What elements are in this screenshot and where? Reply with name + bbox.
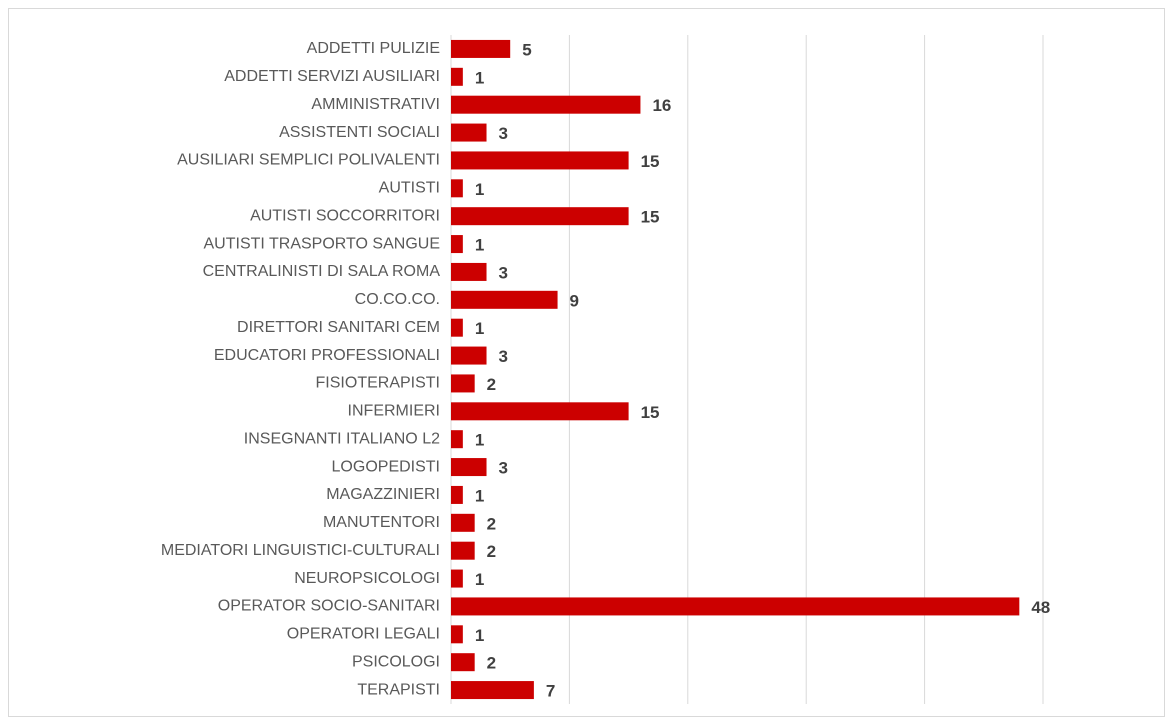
y-tick-label: AUTISTI SOCCORRITORI [250, 207, 440, 224]
bar [451, 458, 487, 477]
bar [451, 290, 558, 309]
data-label: 1 [475, 431, 484, 450]
data-label: 1 [475, 486, 484, 505]
bar [451, 67, 463, 86]
data-label: 15 [641, 152, 660, 171]
data-label: 1 [475, 180, 484, 199]
data-label: 2 [487, 654, 496, 673]
bar [451, 179, 463, 198]
bar [451, 39, 511, 58]
y-tick-label: ADDETTI PULIZIE [307, 40, 440, 57]
bar [451, 625, 463, 644]
data-label: 2 [487, 542, 496, 561]
y-tick-label: AMMINISTRATIVI [311, 96, 440, 113]
bar [451, 541, 475, 560]
bar [451, 402, 629, 421]
data-label: 1 [475, 319, 484, 338]
y-tick-label: NEUROPSICOLOGI [294, 570, 440, 587]
y-tick-label: EDUCATORI PROFESSIONALI [214, 347, 440, 364]
data-label: 2 [487, 514, 496, 533]
y-tick-label: AUSILIARI SEMPLICI POLIVALENTI [177, 152, 440, 169]
bar [451, 597, 1020, 616]
bar [451, 569, 463, 588]
data-label: 15 [641, 403, 660, 422]
bar [451, 207, 629, 226]
data-label: 1 [475, 626, 484, 645]
y-tick-label: CENTRALINISTI DI SALA ROMA [203, 263, 441, 280]
bar [451, 318, 463, 337]
data-label: 9 [570, 291, 579, 310]
y-tick-label: ADDETTI SERVIZI AUSILIARI [224, 68, 440, 85]
y-tick-label: OPERATORI LEGALI [287, 626, 440, 643]
data-label: 15 [641, 208, 660, 227]
bar [451, 151, 629, 170]
y-tick-label: LOGOPEDISTI [332, 458, 440, 475]
data-label: 2 [487, 375, 496, 394]
y-tick-label: AUTISTI [379, 180, 440, 197]
bar [451, 235, 463, 254]
chart-frame [8, 8, 1165, 717]
bar [451, 262, 487, 281]
bar [451, 430, 463, 449]
data-label: 16 [652, 96, 671, 115]
data-label: 5 [522, 40, 531, 59]
bar [451, 485, 463, 504]
bar [451, 513, 475, 532]
y-tick-label: TERAPISTI [357, 681, 440, 698]
bar [451, 346, 487, 365]
y-tick-label: INFERMIERI [348, 403, 440, 420]
bar [451, 123, 487, 142]
data-label: 3 [499, 459, 508, 478]
data-label: 1 [475, 68, 484, 87]
bar [451, 653, 475, 672]
y-tick-label: DIRETTORI SANITARI CEM [237, 319, 440, 336]
y-tick-label: MANUTENTORI [323, 514, 440, 531]
bar [451, 681, 534, 700]
data-label: 1 [475, 236, 484, 255]
bar [451, 95, 641, 114]
bar [451, 374, 475, 393]
y-tick-label: INSEGNANTI ITALIANO L2 [244, 430, 440, 447]
data-label: 1 [475, 570, 484, 589]
data-label: 3 [499, 263, 508, 282]
y-tick-label: CO.CO.CO. [355, 291, 440, 308]
data-label: 3 [499, 347, 508, 366]
y-tick-label: OPERATOR SOCIO-SANITARI [218, 598, 440, 615]
y-tick-label: FISIOTERAPISTI [316, 375, 440, 392]
y-tick-label: PSICOLOGI [352, 653, 440, 670]
y-tick-label: MEDIATORI LINGUISTICI-CULTURALI [161, 542, 440, 559]
y-tick-label: AUTISTI TRASPORTO SANGUE [204, 235, 441, 252]
data-label: 7 [546, 682, 555, 701]
y-tick-label: ASSISTENTI SOCIALI [279, 124, 440, 141]
data-label: 48 [1031, 598, 1050, 617]
data-label: 3 [499, 124, 508, 143]
y-tick-label: MAGAZZINIERI [326, 486, 440, 503]
